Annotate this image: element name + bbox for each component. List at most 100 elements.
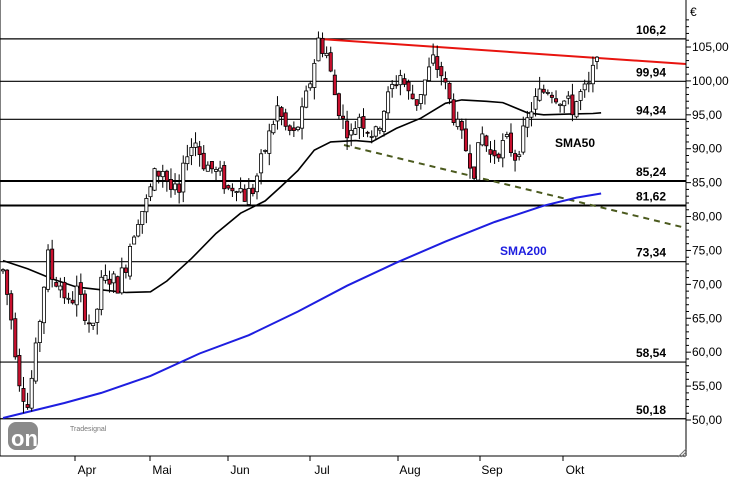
y-tick-label: 55,00 [692, 379, 722, 393]
candle-down [21, 388, 26, 402]
candle-up [119, 267, 124, 294]
candle-up [91, 322, 96, 326]
candle-up [218, 167, 223, 172]
candle-down [463, 128, 468, 152]
candle-up [160, 171, 165, 178]
candle-up [0, 269, 6, 272]
candle-up [504, 134, 509, 138]
currency-label: € [690, 5, 697, 19]
candle-down [123, 267, 128, 273]
sma200-line [2, 192, 602, 419]
tradesignal-logo: onLine Tradesignal [8, 422, 107, 451]
candle-down [402, 78, 407, 85]
candle-down [54, 282, 59, 287]
candle-up [95, 308, 100, 323]
level-label: 58,54 [636, 346, 666, 360]
candle-up [193, 142, 198, 148]
candle-up [369, 135, 374, 138]
candle-up [205, 164, 210, 172]
candle-up [562, 100, 567, 107]
candle-up [517, 154, 522, 158]
candle-down [5, 269, 10, 295]
candle-down [406, 81, 411, 92]
candle-up [144, 198, 149, 213]
candle-up [373, 126, 378, 137]
candle-up [267, 130, 272, 154]
candle-down [492, 150, 497, 157]
candle-up [537, 88, 542, 101]
candle-down [484, 135, 489, 147]
candle-up [595, 56, 600, 62]
candle-up [58, 285, 63, 291]
candle-up [558, 103, 563, 106]
candle-up [300, 106, 305, 129]
candlesticks [0, 31, 600, 414]
candle-down [62, 281, 67, 299]
candle-up [271, 123, 276, 134]
candle-up [349, 129, 354, 136]
candle-up [99, 276, 104, 310]
candle-down [570, 94, 575, 116]
candle-down [496, 153, 501, 159]
candle-up [127, 246, 132, 277]
y-tick-label: 80,00 [692, 210, 722, 224]
level-label: 85,24 [636, 165, 666, 179]
candle-down [541, 88, 546, 93]
candle-up [103, 275, 108, 281]
candle-up [586, 82, 591, 85]
candle-down [447, 82, 452, 100]
candle-down [451, 99, 456, 123]
candle-down [78, 282, 83, 295]
candle-up [455, 118, 460, 128]
candle-up [390, 84, 395, 90]
candle-down [345, 120, 350, 139]
level-label: 81,62 [636, 190, 666, 204]
logo-product: onLine [11, 426, 83, 451]
level-label: 106,2 [636, 23, 666, 37]
support-trendline [343, 144, 687, 229]
candle-up [431, 54, 436, 64]
level-label: 94,34 [636, 103, 666, 117]
y-tick-label: 85,00 [692, 176, 722, 190]
x-tick-label: Sep [481, 463, 503, 477]
candle-down [164, 170, 169, 182]
candle-up [181, 162, 186, 193]
candle-down [9, 293, 14, 321]
candle-up [476, 142, 481, 181]
candle-up [324, 52, 329, 57]
candle-up [566, 95, 571, 99]
candle-down [459, 121, 464, 131]
candle-up [214, 169, 219, 172]
candle-up [312, 62, 317, 88]
sma50-label: SMA50 [555, 136, 595, 150]
trendlines [319, 38, 687, 229]
level-label: 73,34 [636, 246, 666, 260]
candle-up [353, 128, 358, 135]
candle-down [332, 74, 337, 96]
candle-up [398, 75, 403, 86]
y-tick-label: 60,00 [692, 345, 722, 359]
candle-down [156, 170, 161, 177]
candle-down [250, 187, 255, 195]
candle-up [173, 183, 178, 191]
sma200-label: SMA200 [500, 244, 547, 258]
candle-up [418, 94, 423, 104]
horizontal-levels: 106,2 99,94 94,34 85,24 81,62 73,34 58,54 50,18 [0, 23, 686, 420]
candle-down [472, 166, 477, 179]
candle-up [304, 90, 309, 108]
candle-up [46, 249, 51, 290]
candle-down [414, 99, 419, 106]
x-tick-label: Mai [152, 463, 171, 477]
y-tick-label: 95,00 [692, 108, 722, 122]
candle-down [435, 56, 440, 70]
candle-down [320, 37, 325, 54]
candle-up [136, 224, 141, 237]
candle-up [480, 133, 485, 146]
candle-up [381, 110, 386, 132]
candle-up [140, 210, 145, 225]
candle-up [582, 83, 587, 91]
level-label: 50,18 [636, 403, 666, 417]
candle-down [410, 93, 415, 100]
y-tick-label: 105,00 [692, 40, 729, 54]
